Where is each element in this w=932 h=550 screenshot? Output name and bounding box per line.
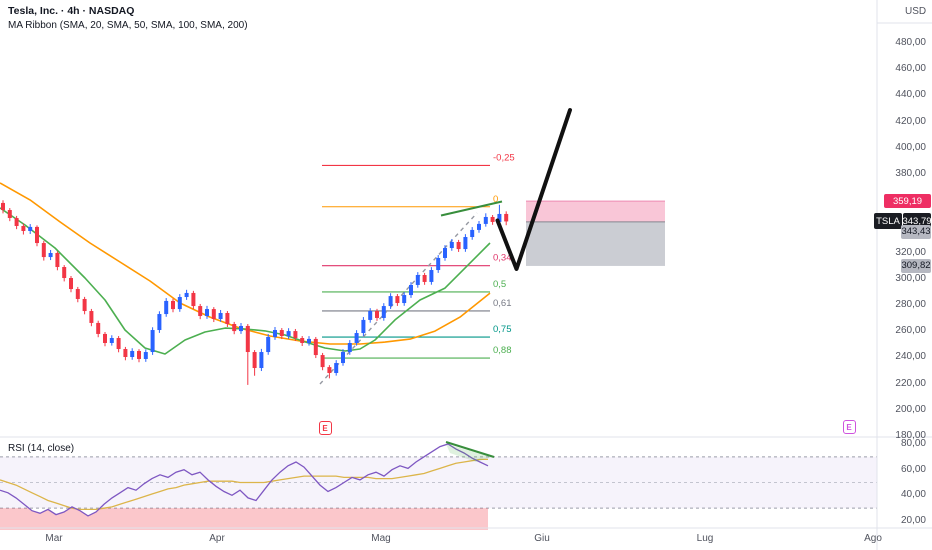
rsi-trendline-fill (446, 444, 492, 462)
fib-level-label: 0,5 (493, 279, 506, 290)
month-label: Mag (371, 533, 391, 544)
fib-level-label: 0,88 (493, 345, 512, 356)
rsi-trendline[interactable] (445, 441, 495, 458)
fib-level-label: -0,25 (493, 152, 515, 163)
symbol-tag-badge: TSLA (874, 213, 902, 230)
month-label: Ago (864, 533, 882, 544)
fib-retracement[interactable]: -0,25 0 0,34 0,5 0,61 0,75 0,88 (322, 152, 515, 359)
rsi-tick: 40,00 (900, 489, 926, 501)
price-tick: 400,00 (895, 141, 926, 153)
dashed-trendline[interactable] (319, 212, 478, 385)
fib-level-label: 0,61 (493, 298, 512, 309)
earnings-marker[interactable]: E (842, 420, 856, 434)
projection-arrow[interactable] (495, 108, 572, 271)
rsi-indicator-label[interactable]: RSI (14, close) (8, 443, 75, 454)
chart-legend: Tesla, Inc. · 4h · NASDAQ MA Ribbon (SMA… (8, 5, 248, 33)
target-zone (526, 221, 665, 266)
rsi-line[interactable] (0, 443, 489, 517)
month-label: Apr (209, 533, 225, 544)
rsi-tick: 80,00 (900, 438, 926, 449)
price-badge-gray: 309,82 (901, 258, 931, 273)
price-trendline[interactable] (440, 200, 503, 217)
rsi-ma-line[interactable] (0, 458, 488, 511)
price-tick: 380,00 (895, 168, 926, 179)
fib-level-label: 0,34 (493, 253, 512, 264)
price-tick: 240,00 (895, 351, 926, 363)
rsi-oversold-fill (0, 508, 488, 530)
price-tick: 480,00 (895, 37, 926, 48)
fib-level-label: 0,75 (493, 324, 512, 335)
price-tick: 220,00 (895, 377, 926, 389)
price-tick: 280,00 (895, 299, 926, 310)
month-label: Lug (696, 533, 714, 544)
price-badge-pink: 359,19 (884, 194, 931, 209)
price-badge-gray: 343,43 (901, 224, 931, 239)
stop-zone (526, 201, 665, 222)
currency-label: USD (905, 6, 927, 17)
price-tick: 260,00 (895, 325, 926, 337)
fib-level-label: 0 (493, 194, 498, 205)
price-tick: 320,00 (895, 246, 926, 258)
month-label: Giu (534, 533, 550, 544)
price-tick: 200,00 (895, 403, 926, 415)
rsi-tick: 20,00 (900, 514, 926, 526)
price-tick: 300,00 (895, 272, 926, 284)
symbol-title[interactable]: Tesla, Inc. · 4h · NASDAQ (8, 5, 135, 17)
sma-orange[interactable] (0, 182, 491, 345)
sma-green[interactable] (0, 207, 491, 355)
price-tick: 420,00 (895, 115, 926, 127)
month-label: Mar (45, 533, 63, 544)
price-tick: 180,00 (895, 430, 926, 441)
earnings-marker[interactable]: E (318, 421, 332, 435)
rsi-tick: 60,00 (900, 463, 926, 475)
price-tick: 460,00 (895, 63, 926, 75)
price-tick: 440,00 (895, 89, 926, 101)
candles-layer[interactable] (1, 200, 509, 385)
short-position-boxes[interactable] (526, 200, 665, 266)
indicator-label[interactable]: MA Ribbon (SMA, 20, SMA, 50, SMA, 100, S… (8, 20, 248, 32)
